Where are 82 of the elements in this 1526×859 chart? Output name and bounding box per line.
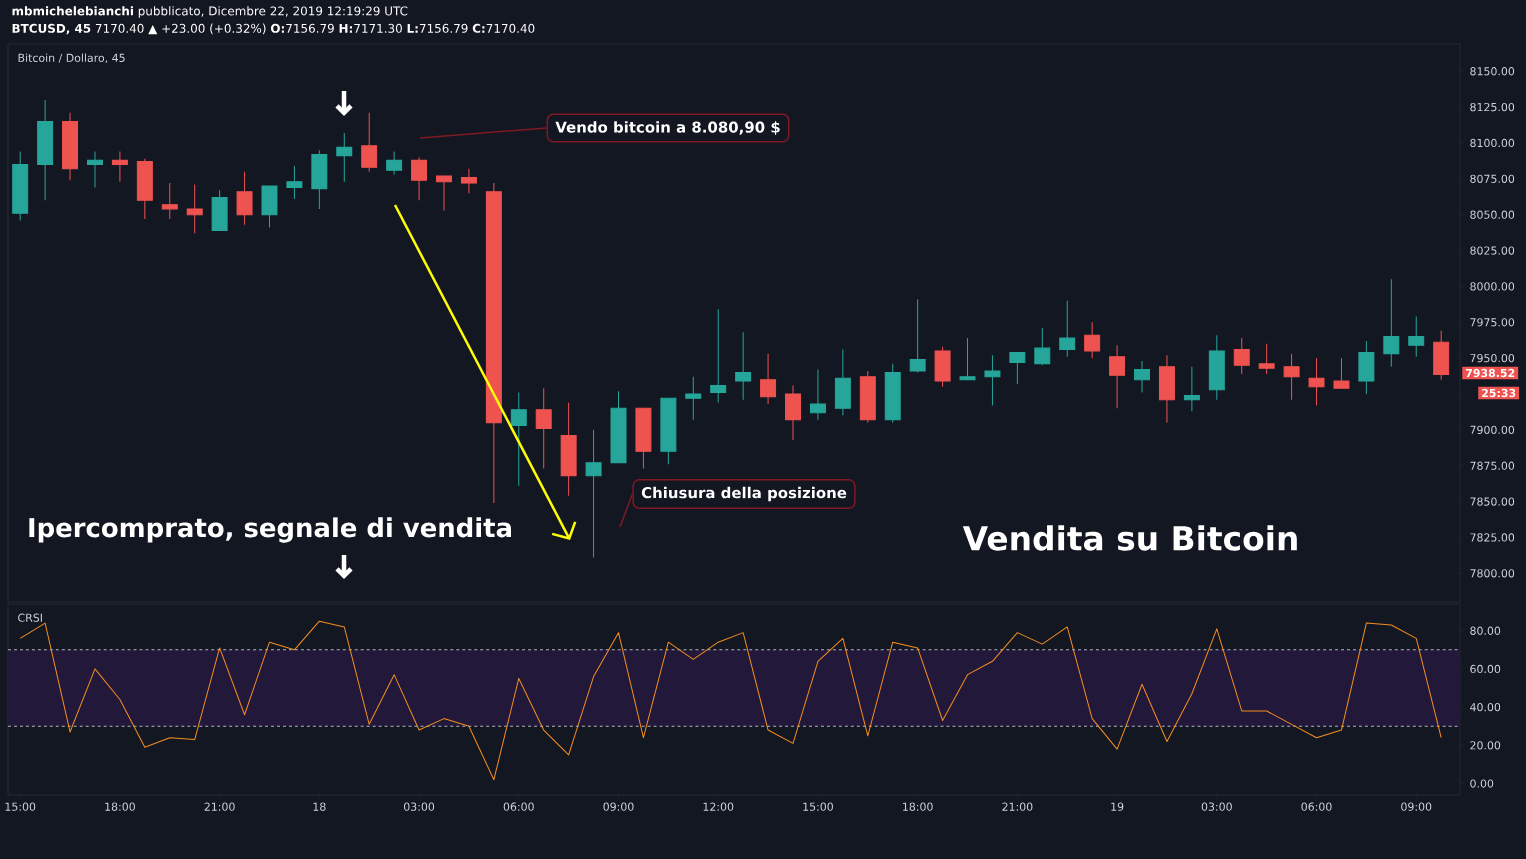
text: mbmichelebianchi pubblicato, Dicembre 22, 2019 12:19:29 UTC: [12, 6, 408, 18]
y-tick-label: 0.00: [1470, 779, 1494, 788]
candlestick: [1084, 321, 1101, 359]
candlestick: [87, 151, 103, 188]
y-tick-label: 20.00: [1470, 741, 1501, 750]
x-tick-label: 03:00: [403, 802, 435, 811]
text: BTCUSD, 45 7170.40 ▲ +23.00 (+0.32%) O:7156.79 H:7171.30 L:7156.79 C:7170.40: [12, 23, 535, 35]
x-tick-label: 21:00: [1002, 802, 1033, 811]
annotation: Ipercomprato, segnale di vendita: [29, 517, 511, 543]
candlestick: [1034, 327, 1051, 366]
candlestick: [535, 387, 552, 470]
candlestick: [436, 175, 452, 211]
line-series: [19, 620, 1442, 781]
x-tick-label: 15:00: [5, 802, 36, 811]
candlestick: [984, 354, 1001, 406]
candlestick: [411, 156, 428, 201]
annotation: Vendo bitcoin a 8.080,90 $: [555, 121, 780, 135]
y-tick-label: 7800.00: [1470, 569, 1515, 578]
candlestick: [1183, 366, 1200, 412]
candlestick: [161, 182, 178, 220]
candlestick: [386, 151, 403, 176]
candlestick: [361, 112, 378, 173]
candlestick: [510, 392, 527, 487]
candlestick: [336, 132, 353, 183]
candlestick: [1308, 357, 1325, 406]
x-tick-label: 19: [1111, 802, 1124, 811]
candlestick: [735, 331, 752, 401]
x-tick-label: 09:00: [1401, 802, 1432, 811]
text: Bitcoin / Dollaro, 45: [18, 53, 125, 64]
y-tick-label: 7825.00: [1470, 533, 1515, 542]
x-tick-label: 06:00: [1301, 802, 1332, 811]
y-tick-label: 8025.00: [1470, 246, 1515, 255]
candlestick: [1258, 343, 1275, 375]
y-tick-label: 7975.00: [1470, 318, 1515, 327]
candlestick: [1408, 316, 1425, 358]
x-tick-label: 18:00: [903, 802, 933, 811]
candlestick: [1059, 300, 1076, 358]
candlestick: [1233, 337, 1250, 375]
y-tick-label: 7950.00: [1470, 354, 1515, 363]
x-tick-label: 15:00: [803, 802, 833, 811]
candlestick: [1333, 357, 1350, 389]
candlestick: [685, 376, 702, 421]
x-tick-label: 21:00: [204, 802, 235, 811]
candlestick: [236, 171, 253, 226]
candlestick: [460, 168, 477, 194]
candlestick: [1009, 351, 1026, 385]
candlestick: [585, 429, 602, 559]
x-tick-label: 18:00: [105, 802, 135, 811]
y-tick-label: 7900.00: [1470, 425, 1515, 434]
annotation: Vendita su Bitcoin: [962, 525, 1297, 551]
candlestick: [909, 298, 926, 373]
candlestick: [1109, 344, 1126, 409]
x-tick-label: 09:00: [603, 802, 634, 811]
text: 7938.52: [1465, 368, 1515, 378]
candlestick: [760, 353, 777, 405]
y-tick-label: 8050.00: [1470, 210, 1515, 219]
text: CRSI: [18, 613, 42, 622]
annotation: Chiusura della posizione: [641, 486, 847, 502]
x-tick-label: 18: [313, 802, 326, 811]
x-tick-label: 12:00: [703, 802, 734, 811]
y-tick-label: 60.00: [1470, 664, 1501, 674]
candlestick: [186, 184, 203, 234]
y-tick-label: 8100.00: [1470, 138, 1515, 148]
candlestick: [1134, 360, 1150, 394]
candlestick: [1383, 278, 1400, 368]
y-tick-label: 7875.00: [1470, 461, 1515, 470]
y-tick-label: 8075.00: [1470, 174, 1515, 183]
y-tick-label: 40.00: [1470, 703, 1501, 712]
candlestick: [959, 337, 976, 381]
candlestick: [710, 308, 727, 404]
candlestick: [111, 151, 128, 183]
candlestick: [809, 369, 826, 421]
y-tick-label: 7850.00: [1470, 497, 1515, 506]
y-tick-label: 80.00: [1470, 626, 1501, 635]
y-tick-label: 8125.00: [1470, 102, 1515, 112]
x-tick-label: 06:00: [503, 802, 534, 811]
y-tick-label: 8000.00: [1470, 282, 1515, 291]
x-tick-label: 03:00: [1201, 802, 1232, 811]
text: 25:33: [1482, 388, 1516, 398]
y-tick-label: 8150.00: [1470, 67, 1515, 76]
candlestick: [1283, 353, 1300, 401]
candlestick: [286, 165, 303, 200]
